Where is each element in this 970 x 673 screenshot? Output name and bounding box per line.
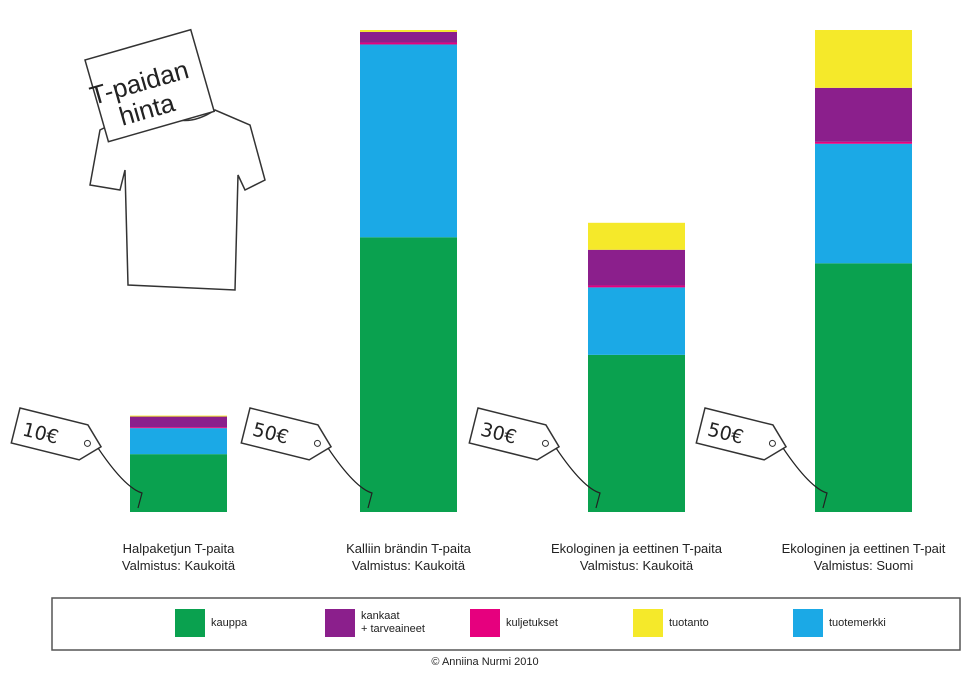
- tag-shape: [695, 407, 788, 461]
- legend-swatch: [325, 609, 355, 637]
- price-tag: 30€: [468, 407, 561, 461]
- bar-segment: [130, 427, 227, 429]
- price-tag: 10€: [10, 407, 103, 461]
- legend-box: [51, 597, 961, 651]
- legend-swatch: [470, 609, 500, 637]
- bar-segment: [588, 287, 685, 355]
- bar-segment: [815, 263, 912, 512]
- bar-segment: [360, 237, 457, 512]
- bar-segment: [815, 87, 912, 142]
- bar-segment: [130, 454, 227, 512]
- price-tag: 50€: [695, 407, 788, 461]
- x-tick-label: Ekologinen ja eettinen T-paita Valmistus…: [550, 541, 723, 573]
- bar-segment: [588, 249, 685, 286]
- title-tag: [84, 28, 216, 143]
- legend-swatch: [175, 609, 205, 637]
- x-tick-label: Ekologinen ja eettinen T-pait Valmistus:…: [781, 541, 946, 573]
- legend-label: kuljetukset: [506, 617, 558, 629]
- x-tick-label: Kalliin brändin T-paita Valmistus: Kauko…: [346, 541, 471, 573]
- bar-segment: [815, 143, 912, 264]
- tag-string: [97, 447, 143, 509]
- bar-segment: [360, 31, 457, 43]
- tag-hole: [313, 439, 321, 447]
- bar-segment: [815, 30, 912, 88]
- bar-segment: [360, 30, 457, 32]
- price-tag: 50€: [240, 407, 333, 461]
- bar-segment: [588, 354, 685, 512]
- tag-string: [782, 447, 828, 509]
- legend-swatch: [633, 609, 663, 637]
- x-tick-label: Halpaketjun T-paita Valmistus: Kaukoitä: [121, 541, 236, 573]
- bar-segment: [588, 222, 685, 250]
- bar-segment: [360, 42, 457, 45]
- legend-swatch: [793, 609, 823, 637]
- tag-shape: [468, 407, 561, 461]
- tag-hole: [768, 439, 776, 447]
- tag-hole: [83, 439, 91, 447]
- bar-segment: [588, 285, 685, 288]
- credit: © Anniina Nurmi 2010: [431, 656, 539, 668]
- tag-hole: [541, 439, 549, 447]
- bar-segment: [815, 141, 912, 144]
- legend-label: kauppa: [211, 617, 248, 629]
- legend-label: tuotemerkki: [829, 617, 886, 629]
- legend-label: kankaat + tarveaineet: [361, 610, 425, 635]
- legend-label: tuotanto: [669, 617, 709, 629]
- bar-segment: [130, 416, 227, 428]
- bar-segment: [130, 428, 227, 455]
- tag-shape: [10, 407, 103, 461]
- bar-segment: [360, 44, 457, 238]
- bar-segment: [130, 415, 227, 417]
- tag-string: [327, 447, 373, 509]
- tag-string: [555, 447, 601, 509]
- tag-shape: [240, 407, 333, 461]
